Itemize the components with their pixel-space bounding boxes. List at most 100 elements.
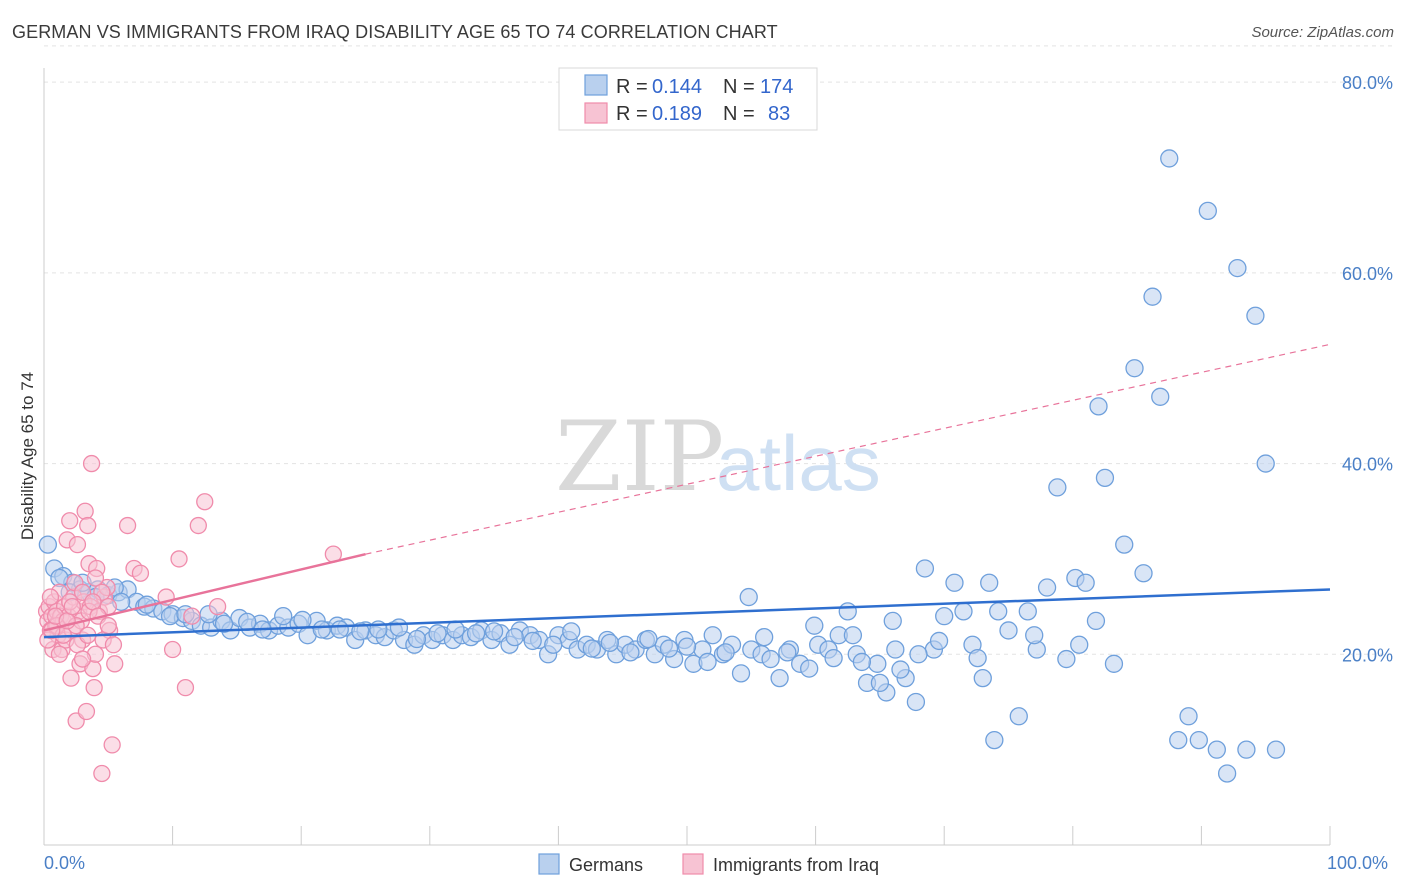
germans-point <box>238 612 257 632</box>
germans-point <box>968 648 987 668</box>
legend-n-value-1: 83 <box>768 103 790 125</box>
iraq-point <box>41 588 60 606</box>
germans-point <box>1198 201 1217 221</box>
gridlines <box>44 45 1392 655</box>
germans-point <box>906 692 926 712</box>
iraq-point <box>170 550 188 568</box>
iraq-point <box>103 736 121 754</box>
iraq-point <box>163 640 182 659</box>
germans-point <box>1189 730 1208 750</box>
germans-point <box>582 639 601 658</box>
germans-point <box>1246 306 1265 325</box>
iraq-point <box>176 679 195 697</box>
germans-point <box>973 668 992 688</box>
y-tick-label-80: 80.0% <box>1342 73 1393 93</box>
iraq-points <box>37 454 343 783</box>
germans-point <box>389 618 409 637</box>
germans-point <box>1143 287 1162 306</box>
germans-point <box>891 660 910 679</box>
bottom-legend: Germans Immigrants from Iraq <box>538 853 879 875</box>
germans-point <box>428 624 447 643</box>
germans-point <box>852 652 872 672</box>
germans-point <box>1151 387 1170 406</box>
germans-point <box>1228 258 1247 278</box>
germans-point <box>989 602 1008 621</box>
germans-point <box>1134 564 1153 583</box>
iraq-point <box>93 764 111 783</box>
germans-point <box>805 616 824 635</box>
watermark-atlas: atlas <box>716 419 881 507</box>
iraq-point <box>85 679 103 697</box>
germans-point <box>639 629 658 649</box>
germans-point <box>739 587 758 607</box>
germans-point <box>1009 707 1028 726</box>
iraq-point <box>84 593 102 611</box>
y-tick-labels: 20.0% 40.0% 60.0% 80.0% <box>1342 73 1393 665</box>
germans-point <box>1237 740 1256 759</box>
germans-point <box>544 635 563 654</box>
germans-point <box>770 668 789 688</box>
germans-point <box>929 631 949 651</box>
y-axis-title: Disability Age 65 to 74 <box>18 372 37 540</box>
legend-box: R = 0.144 N = 174 R = 0.189 N = 83 <box>558 67 818 131</box>
iraq-trendline-solid <box>43 552 366 632</box>
iraq-point <box>106 655 124 673</box>
legend-r-value-1: 0.189 <box>652 103 702 125</box>
germans-point <box>731 664 751 683</box>
germans-point <box>945 573 964 592</box>
germans-point <box>312 620 331 639</box>
y-tick-label-40: 40.0% <box>1342 455 1393 475</box>
germans-point <box>1179 707 1198 726</box>
germans-point <box>1169 730 1188 750</box>
germans-point <box>980 573 999 592</box>
iraq-point <box>61 512 79 530</box>
germans-point <box>214 614 234 633</box>
germans-point <box>954 602 973 621</box>
iraq-point <box>79 516 97 535</box>
iraq-point <box>86 569 105 587</box>
germans-point <box>1125 359 1144 378</box>
germans-point <box>915 559 935 578</box>
legend-n-label-0: N = <box>723 76 755 98</box>
germans-point <box>505 627 524 647</box>
iraq-point <box>62 669 80 687</box>
germans-point <box>446 620 465 639</box>
germans-point <box>1048 478 1067 497</box>
germans-point <box>800 659 819 678</box>
germans-point <box>600 633 619 652</box>
iraq-point <box>208 597 227 616</box>
germans-point <box>1076 573 1095 592</box>
y-tick-label-20: 20.0% <box>1342 645 1393 665</box>
germans-point <box>868 654 887 673</box>
iraq-point <box>131 564 150 582</box>
germans-trendline <box>43 588 1331 639</box>
germans-point <box>1256 454 1275 473</box>
germans-point <box>1115 535 1134 554</box>
germans-point <box>778 643 797 662</box>
germans-point <box>716 643 735 662</box>
bottom-legend-germans: Germans <box>569 855 643 875</box>
germans-point <box>38 535 58 554</box>
germans-point <box>621 643 640 662</box>
y-tick-label-60: 60.0% <box>1342 264 1393 284</box>
germans-point <box>1104 654 1124 673</box>
germans-point <box>698 652 717 672</box>
bottom-legend-swatch-germans <box>538 853 560 875</box>
watermark-zip: ZIP <box>555 401 724 513</box>
iraq-point <box>183 607 201 625</box>
germans-point <box>1095 468 1115 488</box>
legend-n-value-0: 174 <box>760 76 793 98</box>
legend-swatch-iraq <box>584 102 608 124</box>
germans-point <box>466 624 486 643</box>
iraq-point <box>99 617 117 635</box>
germans-point <box>160 606 180 626</box>
germans-point <box>843 626 863 645</box>
germans-point <box>677 637 697 656</box>
iraq-point <box>73 650 92 668</box>
germans-point <box>1025 626 1044 645</box>
germans-point <box>824 648 843 668</box>
germans-point <box>1160 149 1179 168</box>
germans-point <box>870 673 890 693</box>
germans-point <box>909 645 928 664</box>
